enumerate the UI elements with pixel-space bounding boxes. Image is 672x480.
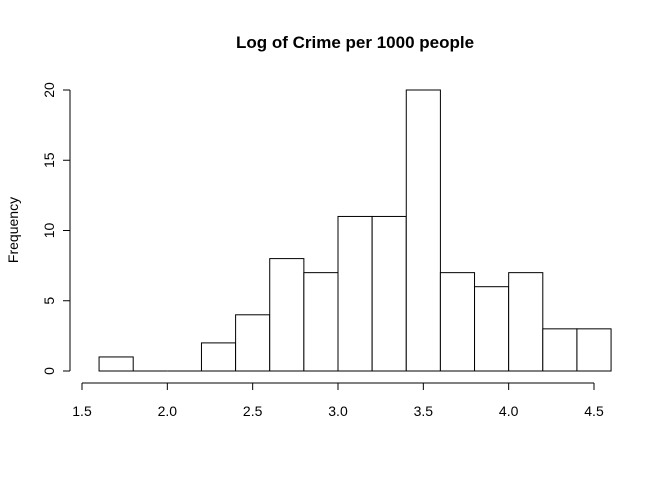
x-axis: 1.5 2.0 2.5 3.0 3.5 4.0 4.5 — [72, 382, 604, 419]
histogram-bar-0 — [98, 356, 134, 372]
x-tick-label-1: 2.0 — [158, 403, 178, 419]
y-tick-label-2: 10 — [41, 223, 57, 239]
histogram-bar-12 — [508, 272, 544, 372]
x-tick-label-3: 3.0 — [328, 403, 348, 419]
histogram-bar-5 — [269, 258, 305, 372]
histogram-bar-7 — [337, 215, 373, 372]
histogram-bar-10 — [439, 272, 476, 372]
histogram-bar-9 — [405, 89, 441, 372]
histogram-bar-3 — [200, 342, 237, 372]
histogram-bar-11 — [474, 286, 510, 372]
histogram-bar-8 — [371, 215, 407, 372]
y-tick-label-3: 15 — [41, 152, 57, 168]
x-tick-label-2: 2.5 — [243, 403, 263, 419]
chart-title: Log of Crime per 1000 people — [236, 33, 474, 52]
histogram-bar-4 — [235, 314, 271, 372]
histogram-bar-13 — [542, 328, 578, 372]
x-tick-label-5: 4.0 — [499, 403, 519, 419]
y-tick-label-1: 5 — [41, 297, 57, 305]
x-tick-label-4: 3.5 — [414, 403, 434, 419]
histogram-bar-6 — [303, 272, 339, 372]
histogram-bars — [98, 89, 612, 372]
x-tick-label-0: 1.5 — [72, 403, 92, 419]
y-tick-label-4: 20 — [41, 82, 57, 98]
y-axis: 0 5 10 15 20 — [41, 82, 71, 375]
x-tick-label-6: 4.5 — [584, 403, 604, 419]
y-tick-label-0: 0 — [41, 367, 57, 375]
histogram-bar-14 — [576, 328, 612, 372]
y-axis-title: Frequency — [5, 197, 21, 263]
